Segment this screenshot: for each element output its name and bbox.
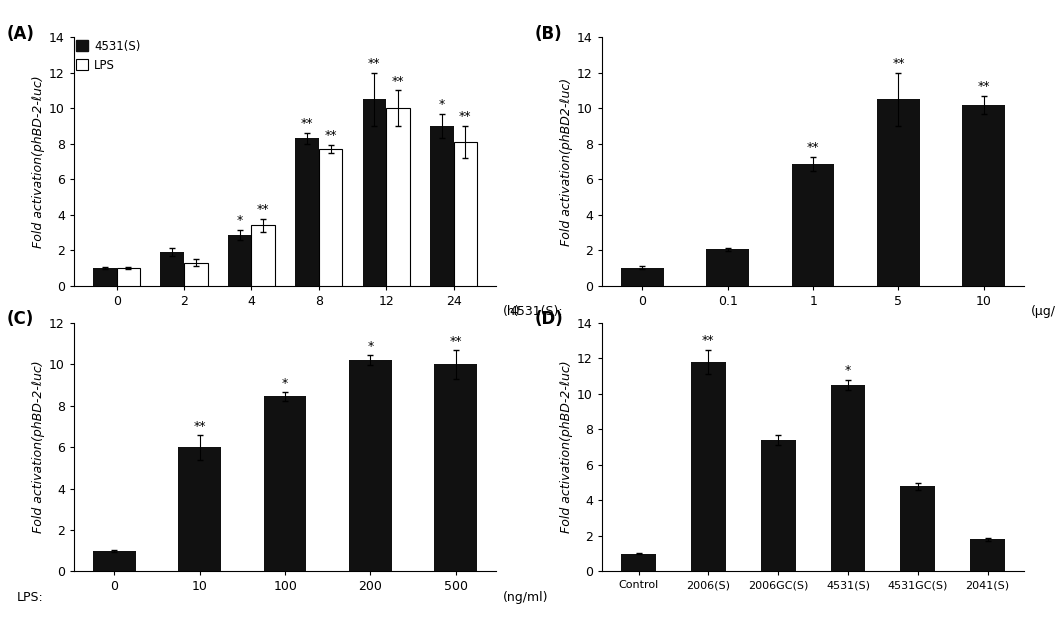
Bar (831, 385, 866, 571)
Bar (691, 362, 725, 571)
Bar (117, 268, 140, 286)
Bar (760, 440, 795, 571)
Legend: 4531(S), LPS: 4531(S), LPS (76, 40, 140, 71)
Bar (93, 268, 117, 286)
Text: **: ** (193, 420, 206, 433)
Bar (434, 365, 477, 571)
Text: **: ** (450, 335, 463, 348)
Text: *: * (282, 377, 288, 390)
Text: (C): (C) (6, 310, 34, 329)
Text: *: * (367, 340, 374, 353)
Bar (184, 263, 208, 286)
Bar (970, 540, 1005, 571)
Text: **: ** (978, 80, 991, 93)
Bar (319, 149, 342, 286)
Text: **: ** (257, 204, 269, 217)
Text: (D): (D) (534, 310, 563, 329)
Bar (161, 252, 184, 286)
Text: (B): (B) (534, 25, 562, 43)
Bar (251, 225, 275, 286)
Bar (706, 249, 749, 286)
Bar (386, 108, 410, 286)
Text: *: * (845, 364, 851, 377)
Bar (901, 486, 936, 571)
Bar (93, 551, 136, 571)
Text: **: ** (301, 117, 314, 130)
Bar (621, 553, 656, 571)
Text: **: ** (807, 142, 819, 155)
Text: **: ** (369, 57, 380, 70)
Y-axis label: Fold activation(phBD-2-ℓuc): Fold activation(phBD-2-ℓuc) (32, 361, 44, 533)
Bar (178, 447, 221, 571)
Bar (878, 99, 920, 286)
Text: (A): (A) (6, 25, 34, 43)
Text: 4531(S):: 4531(S): (509, 305, 563, 318)
Bar (296, 138, 319, 286)
Text: (ng/ml): (ng/ml) (504, 591, 549, 604)
Y-axis label: Fold activation(phBD2-ℓuc): Fold activation(phBD2-ℓuc) (560, 78, 572, 245)
Bar (792, 164, 834, 286)
Bar (430, 126, 453, 286)
Bar (621, 268, 664, 286)
Text: (h): (h) (504, 305, 521, 318)
Text: (μg/ml): (μg/ml) (1032, 305, 1056, 318)
Bar (228, 235, 251, 286)
Bar (264, 396, 306, 571)
Y-axis label: Fold activation(phBD-2-ℓuc): Fold activation(phBD-2-ℓuc) (32, 75, 44, 248)
Text: **: ** (702, 334, 715, 347)
Text: *: * (237, 214, 243, 227)
Bar (350, 360, 392, 571)
Text: *: * (438, 98, 445, 111)
Bar (362, 99, 386, 286)
Y-axis label: Fold activation(phBD-2-ℓuc): Fold activation(phBD-2-ℓuc) (560, 361, 572, 533)
Text: **: ** (392, 75, 404, 88)
Bar (962, 105, 1005, 286)
Text: **: ** (892, 57, 905, 70)
Text: LPS:: LPS: (17, 591, 43, 604)
Bar (453, 142, 477, 286)
Text: **: ** (459, 111, 472, 124)
Text: **: ** (324, 129, 337, 142)
